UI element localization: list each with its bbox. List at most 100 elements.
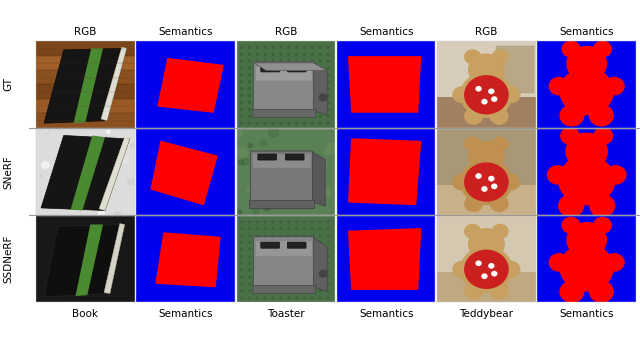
Circle shape — [327, 262, 330, 264]
Circle shape — [264, 276, 266, 278]
Circle shape — [453, 174, 470, 190]
FancyBboxPatch shape — [285, 154, 304, 160]
Circle shape — [490, 108, 508, 124]
Bar — [437, 185, 536, 215]
Bar — [252, 108, 316, 117]
Circle shape — [594, 128, 612, 144]
Circle shape — [489, 264, 494, 268]
Circle shape — [287, 53, 290, 55]
Circle shape — [311, 283, 314, 285]
Polygon shape — [156, 233, 220, 287]
Circle shape — [319, 290, 321, 292]
Circle shape — [99, 211, 104, 216]
Circle shape — [280, 67, 282, 69]
Circle shape — [327, 269, 330, 271]
Circle shape — [40, 175, 43, 177]
Circle shape — [248, 115, 251, 117]
Circle shape — [319, 46, 321, 48]
Circle shape — [248, 88, 251, 90]
Polygon shape — [314, 237, 327, 292]
Circle shape — [311, 249, 314, 251]
Polygon shape — [76, 224, 103, 296]
Circle shape — [453, 261, 470, 277]
Circle shape — [248, 122, 251, 124]
Circle shape — [502, 87, 520, 103]
Circle shape — [248, 74, 251, 76]
Circle shape — [99, 185, 106, 190]
Circle shape — [311, 102, 314, 104]
Circle shape — [248, 276, 251, 278]
Circle shape — [296, 283, 298, 285]
Circle shape — [303, 276, 306, 278]
Circle shape — [280, 122, 282, 124]
Circle shape — [264, 255, 266, 257]
Circle shape — [590, 195, 614, 217]
Circle shape — [319, 102, 321, 104]
Circle shape — [256, 115, 259, 117]
Circle shape — [256, 81, 259, 83]
Circle shape — [241, 74, 243, 76]
Polygon shape — [99, 137, 129, 210]
Circle shape — [60, 173, 63, 176]
Circle shape — [256, 269, 259, 271]
Polygon shape — [74, 48, 103, 123]
Circle shape — [68, 148, 74, 153]
Circle shape — [60, 178, 65, 183]
Circle shape — [593, 41, 611, 57]
Circle shape — [327, 241, 330, 244]
Circle shape — [256, 290, 259, 292]
Circle shape — [241, 115, 243, 117]
Circle shape — [296, 241, 298, 244]
Circle shape — [248, 60, 251, 62]
Circle shape — [293, 174, 298, 179]
Circle shape — [461, 159, 512, 204]
FancyBboxPatch shape — [253, 62, 314, 111]
Circle shape — [319, 108, 321, 111]
Circle shape — [327, 235, 330, 237]
Circle shape — [296, 115, 298, 117]
Circle shape — [311, 235, 314, 237]
Circle shape — [561, 128, 579, 144]
Circle shape — [296, 122, 298, 124]
Circle shape — [319, 122, 321, 124]
Circle shape — [311, 46, 314, 48]
Circle shape — [241, 221, 243, 223]
Circle shape — [241, 81, 243, 83]
Circle shape — [287, 81, 290, 83]
Circle shape — [327, 102, 330, 104]
Circle shape — [311, 290, 314, 292]
Polygon shape — [158, 58, 223, 112]
Circle shape — [264, 81, 266, 83]
Circle shape — [86, 177, 89, 181]
Circle shape — [287, 290, 290, 292]
Circle shape — [326, 143, 338, 153]
Circle shape — [280, 46, 282, 48]
Circle shape — [256, 108, 259, 111]
Circle shape — [97, 157, 104, 164]
Circle shape — [490, 196, 508, 211]
Circle shape — [327, 255, 330, 257]
Circle shape — [311, 60, 314, 62]
Circle shape — [272, 122, 275, 124]
Circle shape — [560, 68, 613, 115]
Circle shape — [264, 115, 266, 117]
Circle shape — [234, 130, 242, 137]
Circle shape — [296, 235, 298, 237]
Circle shape — [264, 122, 266, 124]
Circle shape — [465, 224, 481, 238]
Circle shape — [465, 108, 483, 124]
Circle shape — [311, 297, 314, 299]
Circle shape — [272, 235, 275, 237]
Circle shape — [256, 60, 259, 62]
Circle shape — [319, 60, 321, 62]
Circle shape — [319, 235, 321, 237]
Circle shape — [461, 247, 512, 292]
Circle shape — [327, 297, 330, 299]
Polygon shape — [314, 63, 327, 116]
Polygon shape — [349, 229, 420, 289]
Circle shape — [127, 179, 134, 185]
Circle shape — [272, 297, 275, 299]
Circle shape — [490, 283, 508, 299]
Circle shape — [280, 115, 282, 117]
Circle shape — [303, 228, 306, 230]
